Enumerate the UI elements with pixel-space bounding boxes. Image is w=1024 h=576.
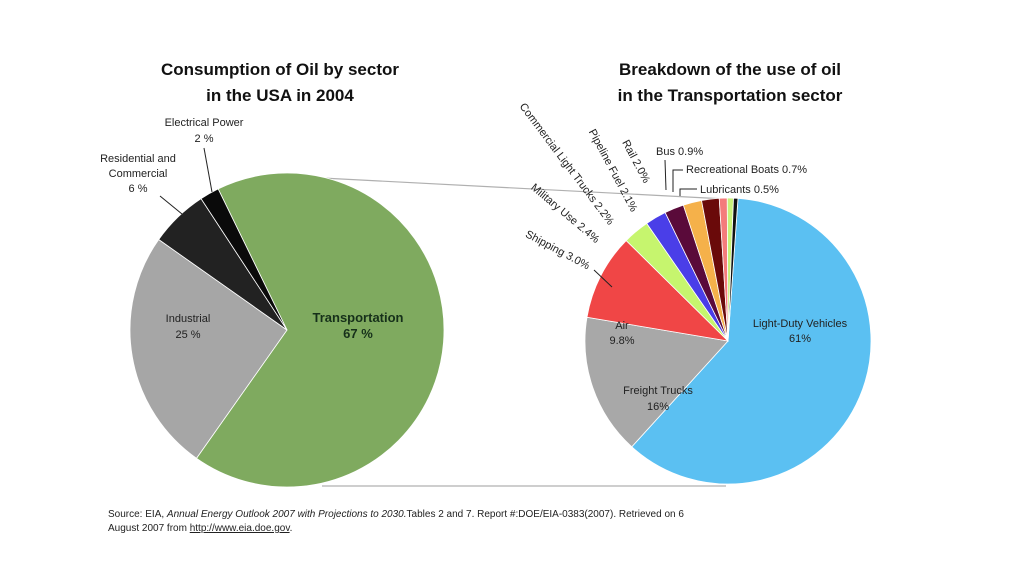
label-clt-value: 2.2% [591, 200, 616, 227]
label-shipping-value: 3.0% [564, 250, 592, 272]
leader-shipping [593, 269, 613, 288]
label-bus-value: 0.9% [678, 146, 703, 158]
leader-recreational-boats [672, 169, 683, 192]
value-freight-trucks: 16% [647, 401, 669, 413]
pie-slice-lubricants [727, 197, 739, 342]
connector-top [321, 177, 727, 200]
label-bus: Bus 0.9% [656, 146, 703, 158]
pie-slice-light-duty-vehicles [631, 197, 872, 485]
right-chart: Breakdown of the use of oil in the Trans… [517, 60, 872, 485]
source-link[interactable]: http://www.eia.doe.gov [189, 523, 290, 534]
source-publication: Annual Energy Outlook 2007 with Projecti… [166, 509, 407, 520]
left-chart-title-line1: Consumption of Oil by sector [161, 60, 399, 79]
left-pie [129, 172, 445, 488]
label-boats-name: Recreational Boats [686, 164, 779, 176]
label-rail-name: Rail [619, 138, 638, 160]
label-light-duty: Light-Duty Vehicles [753, 318, 848, 330]
value-residential: 6 % [129, 183, 148, 195]
leader-residential [159, 195, 183, 215]
label-pipeline-name: Pipeline Fuel [586, 127, 626, 189]
label-lubricants: Lubricants 0.5% [700, 184, 779, 196]
label-military-name: Military Use [528, 182, 580, 228]
source-line2-suffix: . [289, 523, 293, 534]
pie-slice-freight-trucks [584, 316, 729, 448]
label-industrial: Industrial [166, 313, 211, 325]
label-lubricants-value: 0.5% [754, 184, 779, 196]
source-line2-prefix: August 2007 from [108, 523, 187, 534]
label-rail-value: 2.0% [630, 157, 652, 185]
label-pipeline-value: 2.1% [617, 186, 639, 214]
value-industrial: 25 % [175, 329, 200, 341]
left-chart: Consumption of Oil by sector in the USA … [100, 60, 445, 488]
label-transportation: Transportation [312, 310, 403, 325]
value-transportation: 67 % [343, 326, 373, 341]
label-shipping-name: Shipping [523, 228, 566, 259]
source-prefix: Source: EIA, [108, 509, 165, 520]
leader-lubricants [679, 188, 697, 196]
label-air: Air [615, 320, 629, 332]
leader-electrical [203, 147, 213, 193]
label-residential-line2: Commercial [109, 168, 168, 180]
pie-slice-electrical-power [200, 188, 288, 331]
pie-slice-industrial [129, 238, 288, 459]
value-electrical: 2 % [195, 133, 214, 145]
label-freight-trucks: Freight Trucks [623, 385, 693, 397]
source-details: Tables 2 and 7. Report #:DOE/EIA-0383(20… [406, 509, 684, 520]
label-electrical: Electrical Power [165, 117, 244, 129]
source-note: Source: EIA, Annual Energy Outlook 2007 … [108, 508, 708, 536]
label-residential-line1: Residential and [100, 153, 176, 165]
label-lubricants-name: Lubricants [700, 184, 751, 196]
value-light-duty: 61% [789, 333, 811, 345]
right-pie [584, 197, 872, 485]
right-chart-title-line2: in the Transportation sector [618, 86, 843, 105]
right-chart-title-line1: Breakdown of the use of oil [619, 60, 841, 79]
left-chart-title-line2: in the USA in 2004 [206, 86, 354, 105]
value-air: 9.8% [609, 335, 634, 347]
label-military-value: 2.4% [575, 220, 602, 245]
label-boats-value: 0.7% [782, 164, 807, 176]
label-recreational-boats: Recreational Boats 0.7% [686, 164, 807, 176]
pie-slice-transportation [195, 172, 445, 488]
leader-bus [664, 159, 667, 191]
label-bus-name: Bus [656, 146, 675, 158]
